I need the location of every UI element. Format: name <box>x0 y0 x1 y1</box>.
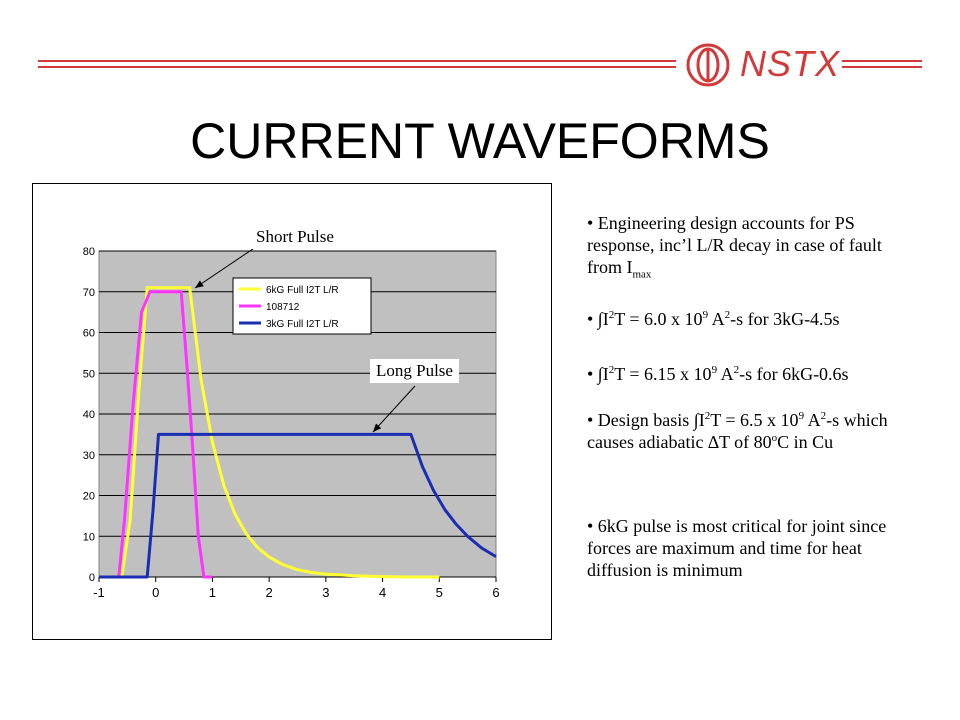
y-tick-label: 40 <box>83 409 95 421</box>
bullet-item: • Engineering design accounts for PS res… <box>587 213 882 281</box>
y-tick-label: 20 <box>83 491 95 503</box>
short-pulse-callout: Short Pulse <box>250 225 340 249</box>
arrowhead-icon <box>195 280 204 288</box>
header-rule-left-bottom <box>38 66 676 68</box>
legend-label: 6kG Full I2T L/R <box>266 285 339 296</box>
bullet-item: • Design basis ∫I2T = 6.5 x 109 A2-s whi… <box>587 410 888 452</box>
y-tick-label: 70 <box>83 287 95 299</box>
series-line <box>99 286 440 579</box>
x-tick-label: -1 <box>93 585 105 600</box>
bullet-item: • ∫I2T = 6.15 x 109 A2-s for 6kG-0.6s <box>587 364 849 384</box>
bullet-item: • ∫I2T = 6.0 x 109 A2-s for 3kG-4.5s <box>587 309 840 329</box>
header-rule-left-top <box>38 60 676 62</box>
long-pulse-callout: Long Pulse <box>370 359 459 383</box>
bullet-item: • 6kG pulse is most critical for joint s… <box>587 516 887 580</box>
x-tick-label: 2 <box>266 585 273 600</box>
x-tick-label: 6 <box>492 585 499 600</box>
callout-arrow <box>372 385 416 433</box>
x-tick-label: 0 <box>152 585 159 600</box>
header-rule-right-top <box>842 60 922 62</box>
page-title: CURRENT WAVEFORMS <box>190 113 770 169</box>
series-line <box>99 432 497 579</box>
x-tick-label: 5 <box>436 585 443 600</box>
brand-label: NSTX <box>740 43 841 84</box>
x-tick-label: 4 <box>379 585 386 600</box>
y-tick-label: 50 <box>83 368 95 380</box>
legend-label: 3kG Full I2T L/R <box>266 319 339 330</box>
y-tick-label: 60 <box>83 328 95 340</box>
arrowhead-icon <box>373 423 382 432</box>
legend-label: 108712 <box>266 302 300 313</box>
y-tick-label: 80 <box>83 246 95 258</box>
chart-frame: 0 10 20 30 40 50 60 70 80 -1 0 1 2 3 4 5 6 6kG Full I2T L… <box>32 183 552 640</box>
y-tick-label: 10 <box>83 531 95 543</box>
x-tick-label: 3 <box>322 585 329 600</box>
y-tick-label: 0 <box>89 572 95 584</box>
nstx-logo-icon <box>686 43 730 87</box>
y-tick-label: 30 <box>83 450 95 462</box>
header-rule-right-bottom <box>842 66 922 68</box>
x-tick-label: 1 <box>209 585 216 600</box>
series-line <box>99 290 213 579</box>
